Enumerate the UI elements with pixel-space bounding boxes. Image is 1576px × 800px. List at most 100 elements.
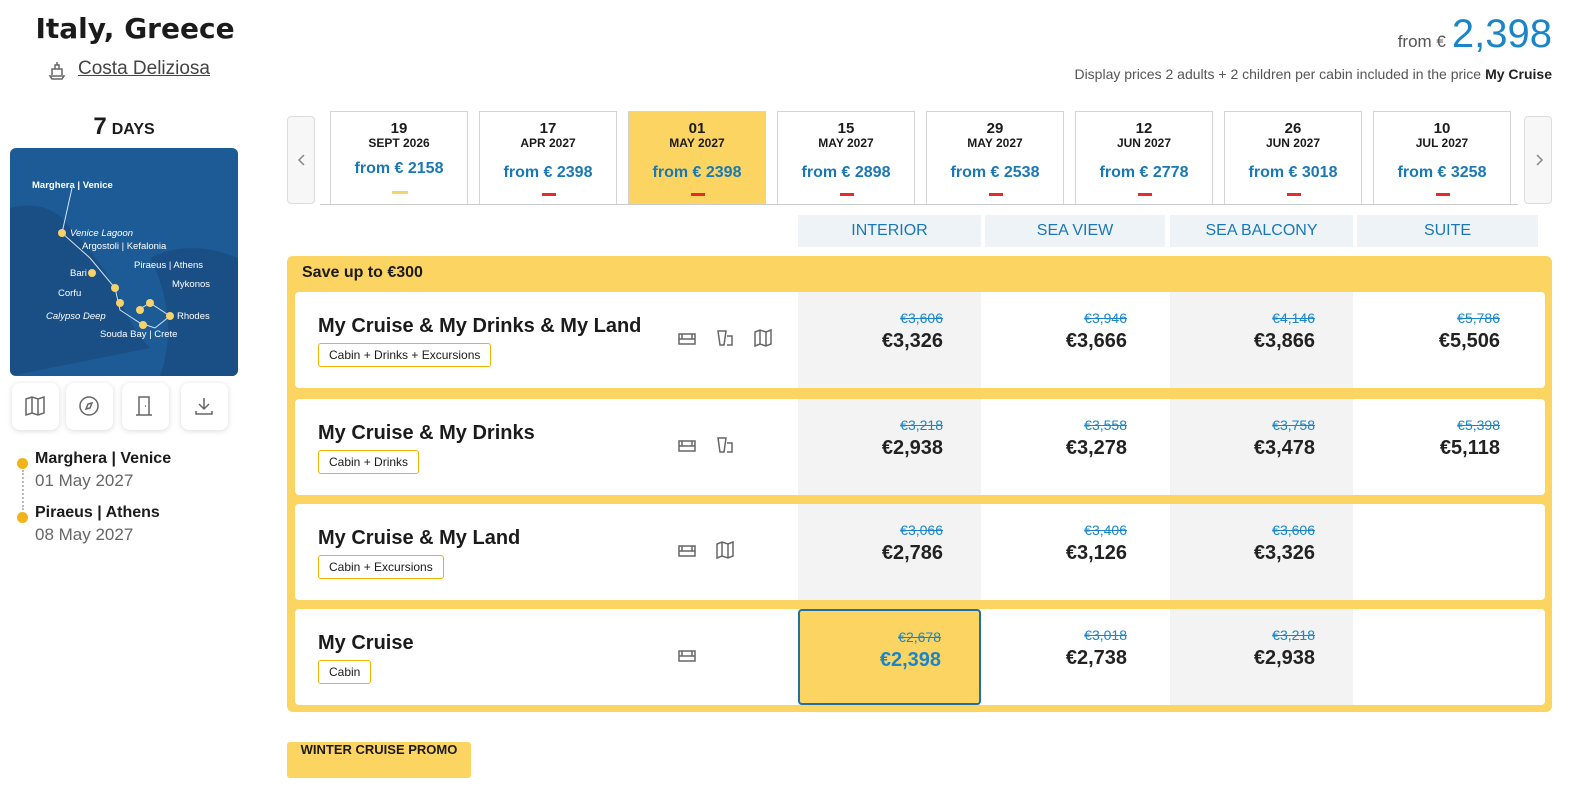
button-icon (23, 394, 47, 423)
cabin-type-header: INTERIOR (798, 215, 981, 247)
price-cell[interactable]: €3,758 €3,478 (1170, 399, 1353, 495)
old-price: €3,946 (1084, 310, 1127, 326)
date-month: JUL 2027 (1415, 136, 1469, 150)
price-cell[interactable]: €3,018 €2,738 (985, 609, 1165, 705)
ship-link[interactable]: Costa Deliziosa (78, 58, 210, 79)
prev-dates[interactable] (287, 116, 315, 204)
date-tab[interactable]: 17 APR 2027 from € 2398 (479, 111, 617, 204)
old-price: €5,398 (1457, 417, 1500, 433)
package-name: My Cruise & My Drinks & My Land (318, 315, 642, 337)
date-tab[interactable]: 29 MAY 2027 from € 2538 (926, 111, 1064, 204)
date-price: from € 2898 (801, 164, 891, 181)
price-value: 2,398 (1451, 12, 1552, 56)
date-price: from € 2398 (652, 164, 742, 181)
package-icon-svg (717, 330, 733, 346)
price-cell[interactable]: €3,606 €3,326 (1170, 504, 1353, 600)
price-cell[interactable]: €3,606 €3,326 (798, 292, 981, 388)
map-action-button[interactable] (181, 383, 228, 430)
tabs-baseline (320, 204, 1518, 205)
next-dates-svg (1536, 154, 1544, 166)
date-tab[interactable]: 10 JUL 2027 from € 3258 (1373, 111, 1511, 204)
date-price: from € 2778 (1099, 164, 1189, 181)
availability-mark (691, 193, 705, 196)
price-cell[interactable]: €3,558 €3,278 (985, 399, 1165, 495)
package-row: My Cruise Cabin €2,678 €2,398 €3,018 €2,738 €3… (295, 609, 1545, 705)
map-label: Calypso Deep (46, 311, 106, 322)
package-row: My Cruise & My Land Cabin + Excursions €3,… (295, 504, 1545, 600)
new-price: €2,738 (1065, 647, 1127, 669)
availability-mark (542, 193, 556, 196)
price-prefix: from € (1397, 32, 1446, 51)
date-tab[interactable]: 01 MAY 2027 from € 2398 (628, 111, 766, 204)
map-port-dot (88, 269, 96, 277)
duration: 7 DAYS (0, 113, 248, 141)
column-shade (1170, 609, 1353, 705)
availability-mark (392, 191, 408, 194)
package-row: My Cruise & My Drinks Cabin + Drinks €3,21… (295, 399, 1545, 495)
map-action-button[interactable] (66, 383, 113, 430)
new-price: €2,938 (1253, 647, 1315, 669)
new-price: €5,506 (1438, 330, 1500, 352)
note-text: Display prices 2 adults + 2 children per… (1074, 66, 1482, 82)
map-label: Souda Bay | Crete (100, 329, 178, 340)
old-price: €3,066 (900, 522, 943, 538)
old-price: €3,606 (900, 310, 943, 326)
date-tab[interactable]: 19 SEPT 2026 from € 2158 (330, 111, 468, 204)
map-action-button[interactable] (12, 383, 59, 430)
package-icon (715, 328, 737, 353)
button-icon (77, 394, 101, 423)
date-price: from € 3258 (1397, 164, 1487, 181)
old-price: €4,146 (1272, 310, 1315, 326)
date-day: 26 (1284, 120, 1302, 137)
price-cell[interactable]: €3,406 €3,126 (985, 504, 1165, 600)
date-price: from € 3018 (1248, 164, 1338, 181)
promo-title: Save up to €300 (302, 264, 423, 281)
map-label: Argostoli | Kefalonia (82, 241, 167, 252)
date-tab[interactable]: 15 MAY 2027 from € 2898 (777, 111, 915, 204)
map-label: Corfu (58, 288, 82, 299)
package-icon-svg (754, 328, 772, 348)
price-cell[interactable]: €3,218 €2,938 (1170, 609, 1353, 705)
package-icon (677, 540, 699, 565)
old-price: €5,786 (1457, 310, 1500, 326)
itinerary-port: Piraeus | Athens (35, 504, 160, 521)
price-cell[interactable]: €3,218 €2,938 (798, 399, 981, 495)
package-icon (753, 328, 775, 353)
new-price: €3,866 (1253, 330, 1315, 352)
new-price: €3,126 (1065, 542, 1127, 564)
price-cell[interactable]: €4,146 €3,866 (1170, 292, 1353, 388)
button-icon-svg (195, 398, 213, 415)
date-month: SEPT 2026 (368, 136, 430, 150)
map-label: Venice Lagoon (70, 228, 134, 239)
cabin-type-header: SUITE (1357, 215, 1538, 247)
prev-dates-svg (297, 154, 305, 166)
itinerary-port: Marghera | Venice (35, 450, 172, 467)
date-day: 17 (539, 120, 557, 137)
header-price: from € 2,398 (1398, 12, 1552, 57)
old-price: €3,558 (1084, 417, 1127, 433)
itinerary-map: Marghera | Venice Venice Lagoon Argostoli … (10, 148, 238, 376)
old-price: €3,758 (1272, 417, 1315, 433)
price-cell[interactable]: €5,786 €5,506 (1357, 292, 1538, 388)
date-month: MAY 2027 (967, 136, 1023, 150)
map-action-button[interactable] (122, 383, 169, 430)
price-cell[interactable]: €3,946 €3,666 (985, 292, 1165, 388)
new-price: €2,398 (879, 649, 941, 671)
date-tab[interactable]: 12 JUN 2027 from € 2778 (1075, 111, 1213, 204)
price-cell[interactable]: €5,398 €5,118 (1357, 399, 1538, 495)
map-label: Marghera | Venice (32, 180, 113, 191)
date-tab[interactable]: 26 JUN 2027 from € 3018 (1224, 111, 1362, 204)
next-dates[interactable] (1524, 116, 1552, 204)
availability-mark (840, 193, 854, 196)
column-shade (1170, 399, 1353, 495)
new-price: €2,938 (881, 437, 943, 459)
button-icon-svg (136, 396, 152, 416)
price-cell[interactable]: €3,066 €2,786 (798, 504, 981, 600)
date-day: 29 (986, 120, 1004, 137)
date-day: 15 (837, 120, 855, 137)
price-cell[interactable]: €2,678 €2,398 (798, 609, 981, 705)
column-shade (798, 504, 981, 600)
promo-button[interactable]: WINTER CRUISE PROMO (287, 742, 471, 778)
